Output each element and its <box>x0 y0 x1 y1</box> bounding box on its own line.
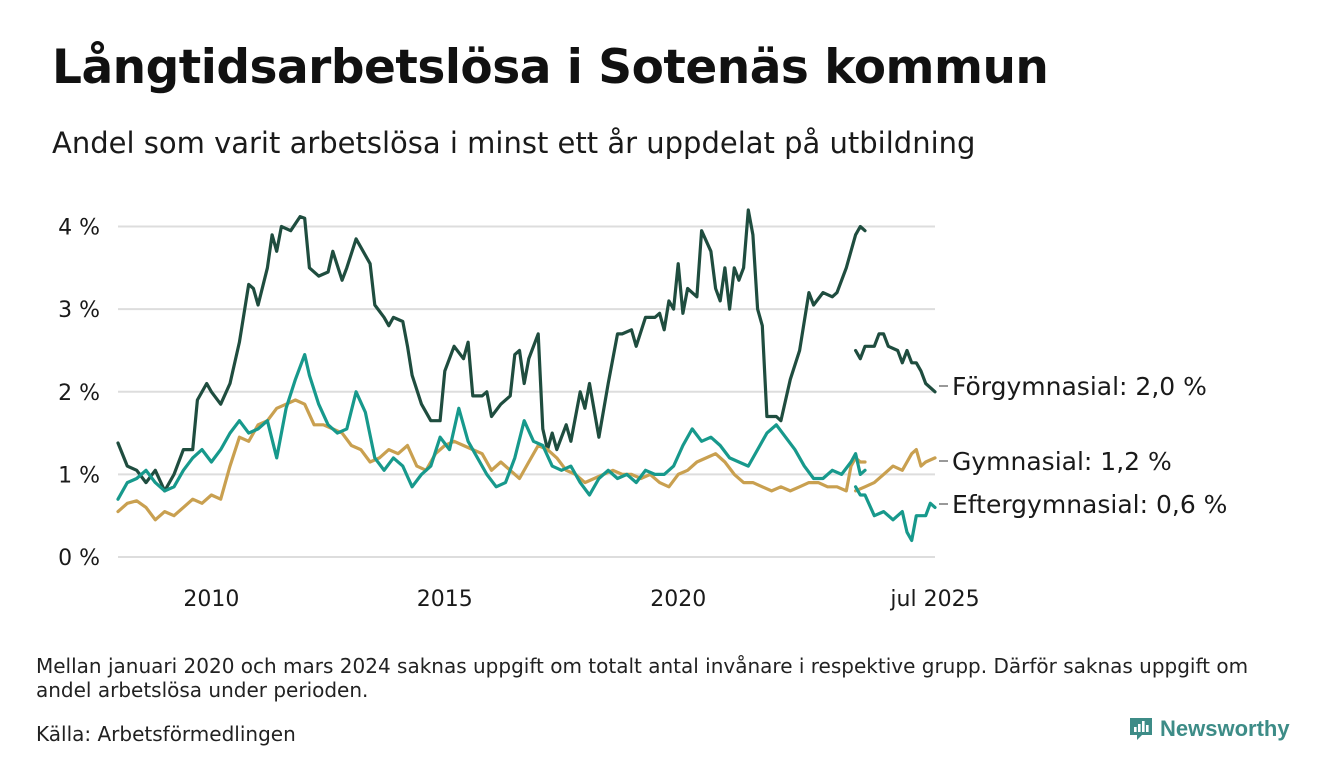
x-tick-label: jul 2025 <box>889 587 979 612</box>
series-end-label: Förgymnasial: 2,0 % <box>952 372 1207 401</box>
series-line <box>854 448 937 493</box>
series-line <box>116 353 867 501</box>
y-tick-label: 3 % <box>58 298 100 323</box>
newsworthy-logo-icon <box>1130 718 1152 740</box>
series-end-label: Eftergymnasial: 0,6 % <box>952 490 1227 519</box>
chart-subtitle: Andel som varit arbetslösa i minst ett å… <box>52 126 976 160</box>
x-tick-label: 2010 <box>183 587 239 612</box>
y-tick-label: 2 % <box>58 381 100 406</box>
newsworthy-logo-text: Newsworthy <box>1160 716 1290 741</box>
series-end-label: Gymnasial: 1,2 % <box>952 447 1172 476</box>
series-line <box>854 332 937 394</box>
newsworthy-logo[interactable]: Newsworthy <box>1128 716 1290 742</box>
source-text: Källa: Arbetsförmedlingen <box>36 722 296 746</box>
line-chart: 0 % 1 % 2 % 3 % 4 % 2010 2015 2020 jul 2025 För… <box>58 208 1227 612</box>
x-tick-label: 2015 <box>417 587 473 612</box>
x-axis-ticks: 2010 2015 2020 jul 2025 <box>183 587 979 612</box>
y-axis-ticks: 0 % 1 % 2 % 3 % 4 % <box>58 216 100 571</box>
series-lines <box>116 208 937 543</box>
y-tick-label: 4 % <box>58 216 100 241</box>
footnote: Mellan januari 2020 och mars 2024 saknas… <box>36 654 1249 702</box>
series-end-labels: Förgymnasial: 2,0 % Gymnasial: 1,2 % Efter… <box>939 372 1227 519</box>
series-line <box>116 208 867 493</box>
series-line <box>116 398 867 522</box>
chart-title: Långtidsarbetslösa i Sotenäs kommun <box>52 40 1049 95</box>
grid-lines <box>118 225 935 558</box>
x-tick-label: 2020 <box>650 587 706 612</box>
y-tick-label: 1 % <box>58 463 100 488</box>
series-line <box>854 485 937 543</box>
y-tick-label: 0 % <box>58 546 100 571</box>
